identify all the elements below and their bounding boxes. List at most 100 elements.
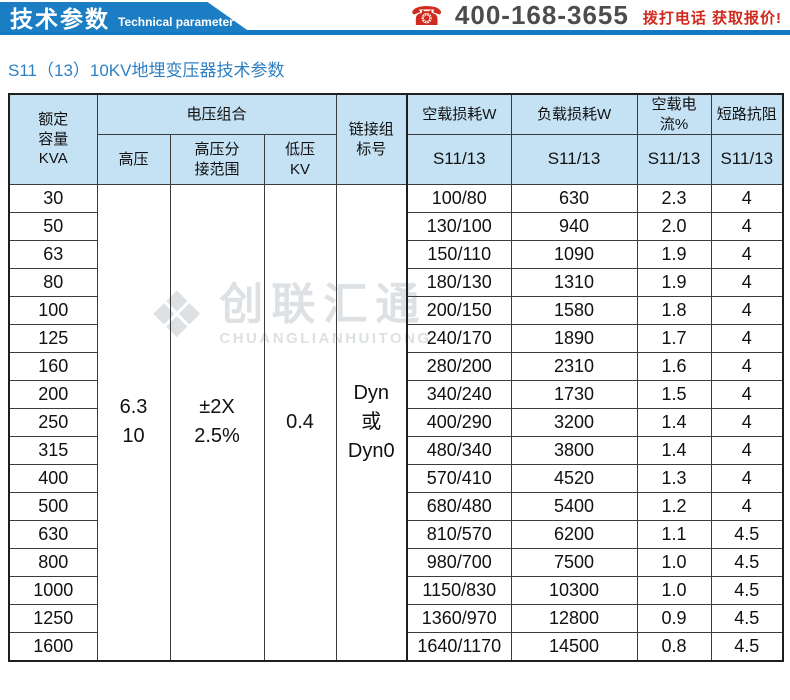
cell-impedance: 4 bbox=[710, 352, 784, 381]
col-header-load-loss: 负载损耗W bbox=[510, 93, 638, 135]
cell-noload-loss: 150/110 bbox=[406, 240, 512, 269]
phone-call-to-action[interactable]: 拨打电话 获取报价! bbox=[642, 10, 782, 27]
table-row: 50 130/100 940 2.0 4 bbox=[8, 212, 784, 241]
col-subheader-model-impedance: S11/13 bbox=[710, 134, 784, 185]
cell-capacity: 50 bbox=[8, 212, 98, 241]
cell-load-loss: 3200 bbox=[510, 408, 638, 437]
cell-load-loss: 1090 bbox=[510, 240, 638, 269]
cell-noload-loss: 200/150 bbox=[406, 296, 512, 325]
cell-capacity: 100 bbox=[8, 296, 98, 325]
cell-noload-current: 1.4 bbox=[636, 408, 712, 437]
col-group-voltage: 电压组合 bbox=[96, 93, 337, 135]
cell-impedance: 4 bbox=[710, 492, 784, 521]
cell-noload-current: 1.9 bbox=[636, 268, 712, 297]
cell-capacity: 500 bbox=[8, 492, 98, 521]
col-header-noload-current: 空载电流% bbox=[636, 93, 712, 135]
cell-load-loss: 10300 bbox=[510, 576, 638, 605]
cell-load-loss: 1890 bbox=[510, 324, 638, 353]
cell-noload-loss: 100/80 bbox=[406, 184, 512, 213]
cell-capacity: 30 bbox=[8, 184, 98, 213]
col-header-lv: 低压 KV bbox=[263, 134, 337, 185]
phone-block: ☎ 400-168-3655 拨打电话 获取报价! bbox=[411, 0, 782, 30]
table-row: 500 680/480 5400 1.2 4 bbox=[8, 492, 784, 521]
cell-load-loss: 3800 bbox=[510, 436, 638, 465]
cell-load-loss: 4520 bbox=[510, 464, 638, 493]
cell-noload-current: 1.7 bbox=[636, 324, 712, 353]
table-row: 30 6.3 10 ±2X 2.5% 0.4 Dyn 或 Dyn0 100/80 630 2.… bbox=[8, 184, 784, 661]
section-banner: 技术参数 Technical parameter bbox=[0, 2, 250, 32]
table-row: 80 180/130 1310 1.9 4 bbox=[8, 268, 784, 297]
cell-noload-loss: 1640/1170 bbox=[406, 632, 512, 661]
cell-noload-loss: 180/130 bbox=[406, 268, 512, 297]
cell-load-loss: 2310 bbox=[510, 352, 638, 381]
col-header-hv: 高压 bbox=[96, 134, 171, 185]
cell-capacity: 160 bbox=[8, 352, 98, 381]
cell-noload-loss: 980/700 bbox=[406, 548, 512, 577]
col-header-vector: 链接组 标号 bbox=[335, 93, 408, 185]
table-row: 1250 1360/970 12800 0.9 4.5 bbox=[8, 604, 784, 633]
cell-capacity: 1600 bbox=[8, 632, 98, 661]
cell-capacity: 1000 bbox=[8, 576, 98, 605]
cell-impedance: 4.5 bbox=[710, 604, 784, 633]
table-row: 1600 1640/1170 14500 0.8 4.5 bbox=[8, 632, 784, 661]
cell-load-loss: 7500 bbox=[510, 548, 638, 577]
cell-noload-current: 1.5 bbox=[636, 380, 712, 409]
page-title: S11（13）10KV地埋变压器技术参数 bbox=[8, 61, 285, 80]
col-header-tap: 高压分 接范围 bbox=[169, 134, 265, 185]
cell-noload-current: 1.3 bbox=[636, 464, 712, 493]
banner-subtitle: Technical parameter bbox=[118, 15, 234, 29]
cell-noload-loss: 810/570 bbox=[406, 520, 512, 549]
cell-capacity: 63 bbox=[8, 240, 98, 269]
col-header-noload-loss: 空载损耗W bbox=[406, 93, 512, 135]
col-subheader-model-load-loss: S11/13 bbox=[510, 134, 638, 185]
cell-impedance: 4 bbox=[710, 324, 784, 353]
cell-capacity: 315 bbox=[8, 436, 98, 465]
cell-noload-loss: 400/290 bbox=[406, 408, 512, 437]
cell-impedance: 4.5 bbox=[710, 576, 784, 605]
cell-noload-loss: 680/480 bbox=[406, 492, 512, 521]
phone-number[interactable]: 400-168-3655 bbox=[454, 0, 629, 30]
cell-noload-loss: 340/240 bbox=[406, 380, 512, 409]
cell-impedance: 4 bbox=[710, 380, 784, 409]
table-row: 315 480/340 3800 1.4 4 bbox=[8, 436, 784, 465]
cell-impedance: 4 bbox=[710, 184, 784, 213]
cell-capacity: 80 bbox=[8, 268, 98, 297]
merged-cell-lv: 0.4 bbox=[263, 184, 337, 661]
cell-load-loss: 5400 bbox=[510, 492, 638, 521]
cell-capacity: 630 bbox=[8, 520, 98, 549]
table-header: 额定 容量 KVA 电压组合 链接组 标号 空载损耗W 负载损耗W 空载电流% … bbox=[8, 93, 784, 185]
cell-impedance: 4 bbox=[710, 268, 784, 297]
cell-impedance: 4 bbox=[710, 296, 784, 325]
cell-noload-loss: 480/340 bbox=[406, 436, 512, 465]
table-row: 125 240/170 1890 1.7 4 bbox=[8, 324, 784, 353]
cell-impedance: 4 bbox=[710, 436, 784, 465]
cell-noload-current: 1.0 bbox=[636, 576, 712, 605]
cell-noload-current: 2.0 bbox=[636, 212, 712, 241]
cell-load-loss: 12800 bbox=[510, 604, 638, 633]
cell-impedance: 4.5 bbox=[710, 548, 784, 577]
cell-noload-current: 1.9 bbox=[636, 240, 712, 269]
cell-noload-current: 1.2 bbox=[636, 492, 712, 521]
cell-load-loss: 1730 bbox=[510, 380, 638, 409]
table-row: 630 810/570 6200 1.1 4.5 bbox=[8, 520, 784, 549]
table-row: 800 980/700 7500 1.0 4.5 bbox=[8, 548, 784, 577]
cell-noload-loss: 280/200 bbox=[406, 352, 512, 381]
cell-impedance: 4.5 bbox=[710, 520, 784, 549]
cell-noload-current: 0.8 bbox=[636, 632, 712, 661]
cell-noload-current: 0.9 bbox=[636, 604, 712, 633]
merged-cell-vector: Dyn 或 Dyn0 bbox=[335, 184, 408, 661]
cell-impedance: 4.5 bbox=[710, 632, 784, 661]
cell-load-loss: 940 bbox=[510, 212, 638, 241]
cell-impedance: 4 bbox=[710, 212, 784, 241]
top-bar: 技术参数 Technical parameter ☎ 400-168-3655 … bbox=[0, 0, 790, 35]
spec-table: 额定 容量 KVA 电压组合 链接组 标号 空载损耗W 负载损耗W 空载电流% … bbox=[8, 93, 785, 662]
table-row: 1000 1150/830 10300 1.0 4.5 bbox=[8, 576, 784, 605]
col-subheader-model-noload-loss: S11/13 bbox=[406, 134, 512, 185]
table-body: 30 6.3 10 ±2X 2.5% 0.4 Dyn 或 Dyn0 100/80 630 2.… bbox=[8, 184, 784, 661]
cell-noload-loss: 240/170 bbox=[406, 324, 512, 353]
cell-noload-current: 1.6 bbox=[636, 352, 712, 381]
cell-capacity: 800 bbox=[8, 548, 98, 577]
cell-impedance: 4 bbox=[710, 464, 784, 493]
cell-impedance: 4 bbox=[710, 240, 784, 269]
cell-capacity: 1250 bbox=[8, 604, 98, 633]
